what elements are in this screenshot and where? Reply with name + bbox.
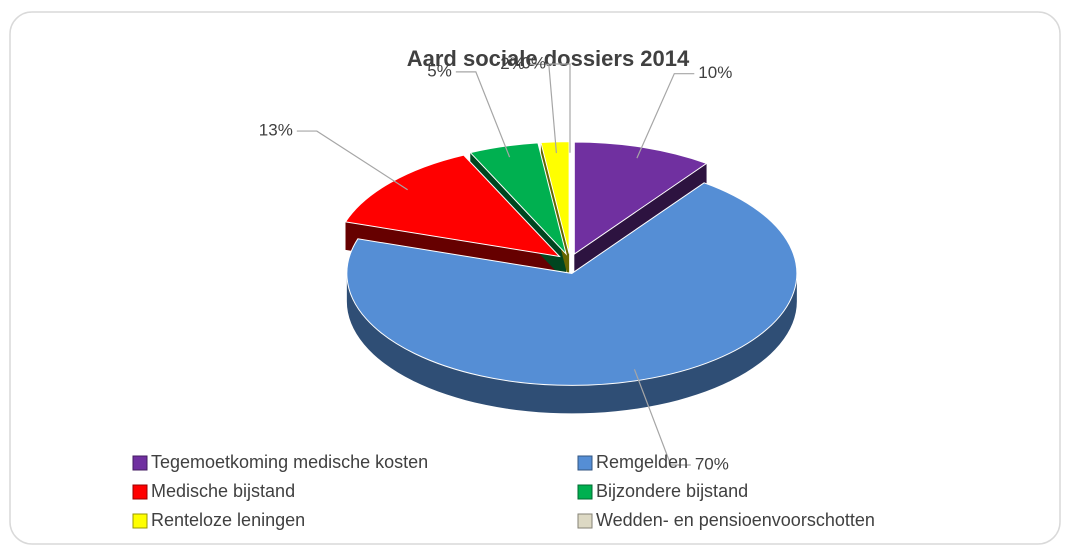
legend-swatch — [132, 455, 148, 471]
data-label: 13% — [259, 121, 293, 140]
pie-slice — [344, 154, 561, 258]
legend-label: Bijzondere bijstand — [596, 481, 748, 501]
data-label: 0% — [521, 53, 546, 72]
legend-swatch — [132, 513, 148, 529]
legend-swatch — [577, 484, 593, 500]
legend-label: Medische bijstand — [151, 481, 295, 501]
legend-swatch — [132, 484, 148, 500]
legend-label: Remgelden — [596, 452, 688, 472]
data-label: 2% — [500, 54, 525, 73]
legend-swatch — [577, 455, 593, 471]
chart-title: Aard sociale dossiers 2014 — [407, 46, 690, 71]
legend-label: Wedden- en pensioenvoorschotten — [596, 510, 875, 530]
leader-line — [636, 73, 695, 159]
data-label: 5% — [427, 61, 452, 80]
legend-swatch — [577, 513, 593, 529]
pie-slice — [469, 142, 568, 256]
pie-slice — [346, 182, 798, 386]
leader-line — [550, 63, 571, 153]
legend-label: Renteloze leningen — [151, 510, 305, 530]
data-label: 70% — [695, 454, 729, 473]
pie-slice — [573, 141, 708, 255]
leader-line — [296, 130, 408, 191]
leader-line — [455, 71, 511, 158]
leader-line — [528, 63, 558, 154]
data-label: 10% — [698, 63, 732, 82]
legend-label: Tegemoetkoming medische kosten — [151, 452, 428, 472]
leader-line — [633, 369, 691, 466]
pie-slice-side — [346, 273, 797, 414]
